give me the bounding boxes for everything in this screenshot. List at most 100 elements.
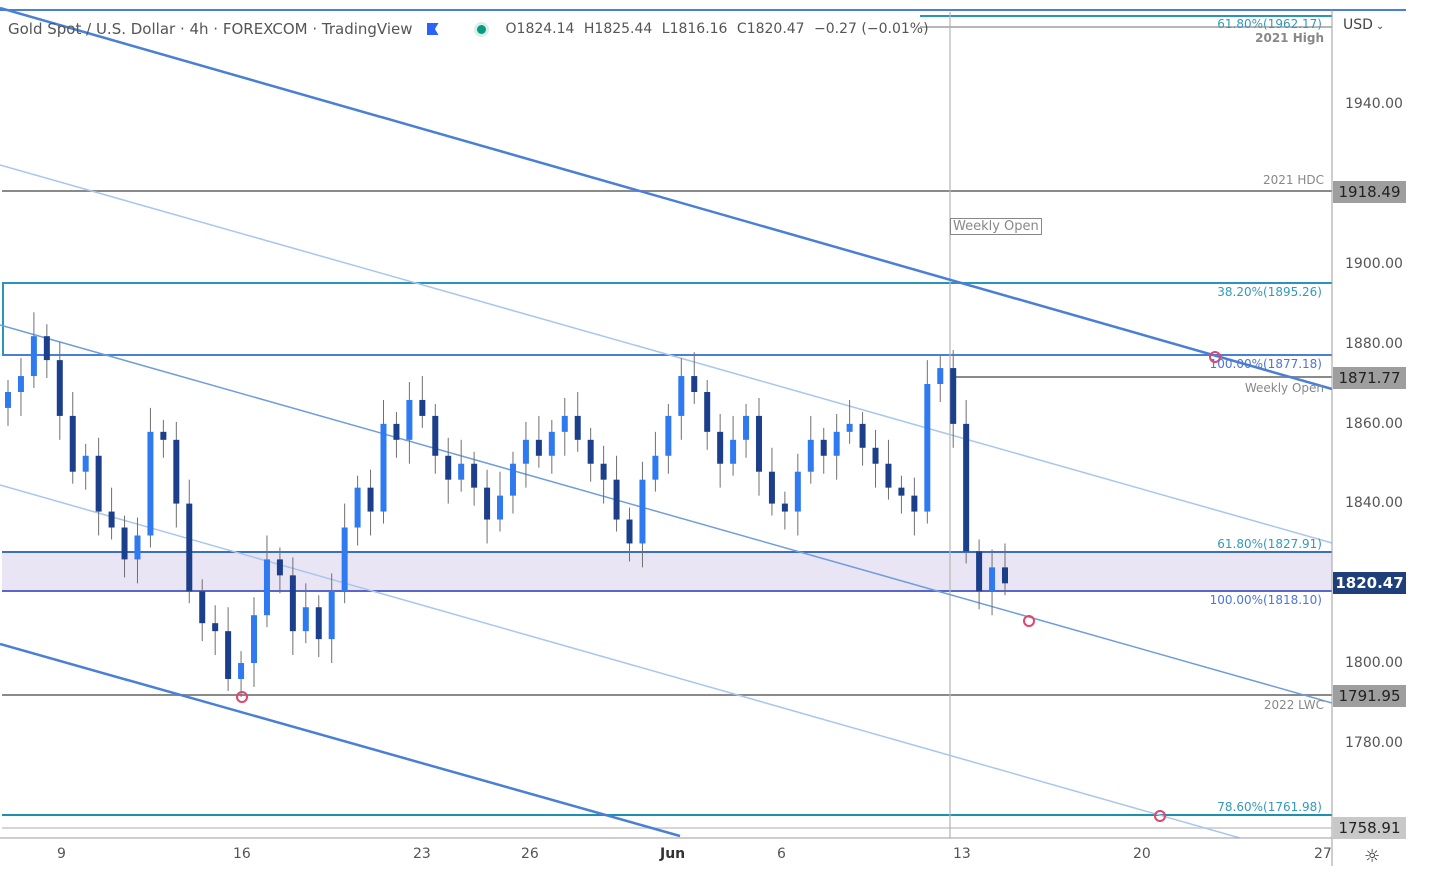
- price-tick: 1860.00: [1345, 416, 1403, 432]
- candle: [328, 591, 335, 640]
- candle: [108, 511, 115, 528]
- change-value: −0.27 (−0.01%): [814, 21, 929, 37]
- time-tick: 13: [953, 846, 971, 862]
- candle: [445, 455, 452, 480]
- candle: [561, 415, 568, 432]
- candle: [354, 487, 361, 528]
- price-tick: 1880.00: [1345, 336, 1403, 352]
- candle: [134, 535, 141, 560]
- candle: [963, 423, 970, 552]
- close-value: C1820.47: [736, 21, 805, 37]
- candle: [976, 551, 983, 592]
- candle: [95, 455, 102, 512]
- candle: [69, 415, 76, 472]
- price-tag-lwc: 1791.95: [1333, 685, 1406, 707]
- time-tick: 23: [413, 846, 431, 862]
- candle: [315, 607, 322, 640]
- candle: [263, 559, 270, 616]
- candle: [276, 559, 283, 576]
- candle: [160, 431, 167, 440]
- price-tick: 1940.00: [1345, 96, 1403, 112]
- candle: [82, 455, 89, 472]
- candle: [173, 439, 180, 504]
- price-tick: 1900.00: [1345, 256, 1403, 272]
- currency-label: USD: [1343, 17, 1373, 33]
- price-tick: 1780.00: [1345, 735, 1403, 751]
- candle: [548, 431, 555, 456]
- marker-circle: [1209, 351, 1221, 363]
- channel-mid-light-line: [0, 164, 1333, 544]
- candle: [17, 376, 24, 392]
- support-zone: [2, 552, 1332, 591]
- label-fib-100-top: 100.00%(1877.18): [1209, 357, 1322, 371]
- open-value: O1824.14: [505, 21, 575, 37]
- price-tag-weekly-open: 1871.77: [1333, 367, 1406, 389]
- chevron-down-icon: ⌄: [1375, 21, 1385, 32]
- candle: [704, 391, 711, 432]
- marker-circle: [236, 691, 248, 703]
- candle: [781, 503, 788, 512]
- candle: [406, 399, 413, 440]
- time-tick: 26: [521, 846, 539, 862]
- time-tick: Jun: [660, 846, 686, 862]
- candle: [393, 423, 400, 440]
- candle: [989, 567, 996, 592]
- candle: [147, 431, 154, 536]
- price-tick: 1840.00: [1345, 495, 1403, 511]
- candle: [665, 415, 672, 456]
- time-tick: 20: [1133, 846, 1151, 862]
- market-status-icon: [476, 24, 486, 34]
- candle: [639, 479, 646, 544]
- price-tick: 1800.00: [1345, 655, 1403, 671]
- candle: [885, 463, 892, 488]
- settings-gear-icon[interactable]: ☼: [1364, 846, 1381, 867]
- candle: [289, 575, 296, 632]
- label-fib-382: 38.20%(1895.26): [1217, 285, 1322, 299]
- channel-upper-line: [0, 6, 1333, 391]
- label-fib-618-top: 61.80%(1962.17): [1217, 17, 1322, 31]
- candle: [833, 431, 840, 456]
- candle: [186, 503, 193, 592]
- candle: [1002, 567, 1008, 584]
- label-fib-100: 100.00%(1818.10): [1209, 593, 1322, 607]
- candle: [820, 439, 827, 456]
- candle: [574, 415, 581, 440]
- candle: [613, 479, 620, 520]
- channel-median-line: [0, 324, 1333, 704]
- label-fib-786: 78.60%(1761.98): [1217, 800, 1322, 814]
- currency-selector[interactable]: USD ⌄: [1343, 17, 1384, 33]
- candle: [522, 439, 529, 464]
- candle: [497, 495, 504, 520]
- candle: [859, 423, 866, 448]
- candle: [626, 519, 633, 544]
- label-2021-hdc: 2021 HDC: [1263, 173, 1324, 187]
- flag-icon[interactable]: [426, 23, 439, 35]
- candle: [43, 336, 50, 361]
- candle: [587, 439, 594, 464]
- candle: [678, 376, 685, 416]
- candle: [199, 591, 206, 624]
- candle: [730, 439, 737, 464]
- candle: [937, 368, 944, 385]
- candle: [56, 360, 63, 416]
- high-value: H1825.44: [583, 21, 653, 37]
- candle: [471, 463, 478, 488]
- time-tick: 9: [57, 846, 66, 862]
- marker-circle: [1154, 810, 1166, 822]
- candle: [600, 463, 607, 480]
- candle: [458, 463, 465, 480]
- label-fib-618: 61.80%(1827.91): [1217, 537, 1322, 551]
- candle: [691, 376, 698, 392]
- candle: [924, 384, 931, 512]
- candle: [755, 415, 762, 472]
- symbol-title[interactable]: Gold Spot / U.S. Dollar · 4h · FOREXCOM …: [8, 20, 413, 38]
- candle: [743, 415, 750, 440]
- candle: [380, 423, 387, 512]
- candle: [911, 495, 918, 512]
- candle: [768, 471, 775, 504]
- label-2022-lwc: 2022 LWC: [1263, 698, 1324, 712]
- channel-lower-light-line: [0, 484, 1241, 839]
- candle: [121, 527, 128, 560]
- candle: [950, 368, 957, 424]
